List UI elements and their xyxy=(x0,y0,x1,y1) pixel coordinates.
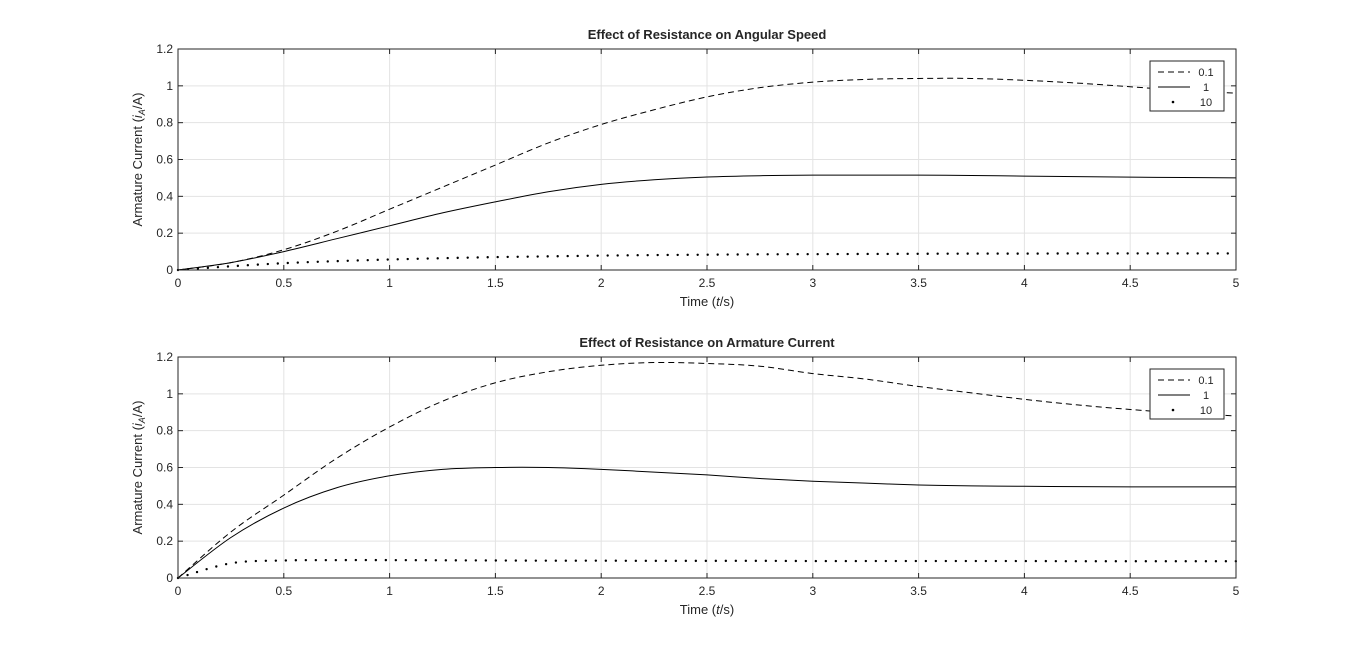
legend-marker-10 xyxy=(1171,408,1175,412)
x-tick-label: 2 xyxy=(598,276,605,290)
y-axis-label: Armature Current (iA/A) xyxy=(130,93,147,227)
x-tick-label: 4 xyxy=(1021,276,1028,290)
x-tick-label: 1 xyxy=(386,584,393,598)
x-tick-label: 0 xyxy=(175,584,182,598)
x-tick-label: 4.5 xyxy=(1122,584,1139,598)
y-tick-label: 1.2 xyxy=(156,350,173,364)
y-tick-label: 0.2 xyxy=(156,226,173,240)
legend-label-10: 10 xyxy=(1200,405,1212,417)
y-tick-label: 1 xyxy=(166,387,173,401)
series-line-1 xyxy=(177,174,1237,271)
y-axis-label: Armature Current (iA/A) xyxy=(130,401,147,535)
y-tick-label: 0.2 xyxy=(156,534,173,548)
x-tick-label: 3 xyxy=(809,276,816,290)
legend: 0.1 1 10 xyxy=(1149,368,1225,420)
series-line-0-1 xyxy=(177,361,1237,579)
x-tick-label: 0.5 xyxy=(275,584,292,598)
x-tick-label: 1.5 xyxy=(487,276,504,290)
y-tick-label: 0.6 xyxy=(156,461,173,475)
legend-label-0-1: 0.1 xyxy=(1198,375,1213,387)
y-tick-label: 0.4 xyxy=(156,497,173,511)
x-tick-label: 0 xyxy=(175,276,182,290)
chart-armature-current: 0 0.5 1 1.5 2 2.5 3 3.5 4 4.5 5 0 0.2 0.4 0.6 0.8 1 1.2 Ef… xyxy=(130,335,1240,617)
x-tick-label: 5 xyxy=(1233,276,1240,290)
chart-title: Effect of Resistance on Armature Current xyxy=(579,335,835,350)
y-tick-label: 0 xyxy=(166,571,173,585)
x-tick-label: 5 xyxy=(1233,584,1240,598)
x-tick-label: 0.5 xyxy=(275,276,292,290)
legend-label-10: 10 xyxy=(1200,97,1212,109)
y-tick-label: 0.8 xyxy=(156,116,173,130)
y-tick-label: 0 xyxy=(166,263,173,277)
series-line-10 xyxy=(176,252,1238,272)
y-tick-label: 0.4 xyxy=(156,189,173,203)
y-tick-label: 1 xyxy=(166,79,173,93)
y-tick-label: 0.8 xyxy=(156,424,173,438)
x-tick-label: 4.5 xyxy=(1122,276,1139,290)
legend-label-1: 1 xyxy=(1203,390,1209,402)
x-tick-label: 4 xyxy=(1021,584,1028,598)
x-axis-label: Time (t/s) xyxy=(680,294,734,309)
x-tick-label: 3 xyxy=(809,584,816,598)
y-tick-label: 0.6 xyxy=(156,153,173,167)
legend-label-1: 1 xyxy=(1203,82,1209,94)
x-tick-label: 2.5 xyxy=(699,584,716,598)
x-tick-label: 3.5 xyxy=(910,276,927,290)
series-line-1 xyxy=(177,466,1236,579)
x-tick-label: 2.5 xyxy=(699,276,716,290)
chart-angular-speed: 0 0.5 1 1.5 2 2.5 3 3.5 4 4.5 5 0 0.2 0.4 0.6 0.8 1 1.2 Ef… xyxy=(130,27,1240,309)
legend-marker-10 xyxy=(1171,100,1175,104)
x-tick-label: 3.5 xyxy=(910,584,927,598)
legend-box xyxy=(1149,368,1225,420)
x-tick-label: 2 xyxy=(598,584,605,598)
legend: 0.1 1 10 xyxy=(1149,60,1225,112)
series-line-10 xyxy=(176,558,1238,580)
x-tick-label: 1 xyxy=(386,276,393,290)
x-axis-label: Time (t/s) xyxy=(680,602,734,617)
y-tick-label: 1.2 xyxy=(156,42,173,56)
legend-box xyxy=(1149,60,1225,112)
x-tick-label: 1.5 xyxy=(487,584,504,598)
legend-label-0-1: 0.1 xyxy=(1198,67,1213,79)
chart-title: Effect of Resistance on Angular Speed xyxy=(588,27,827,42)
series-line-0-1 xyxy=(177,77,1237,271)
